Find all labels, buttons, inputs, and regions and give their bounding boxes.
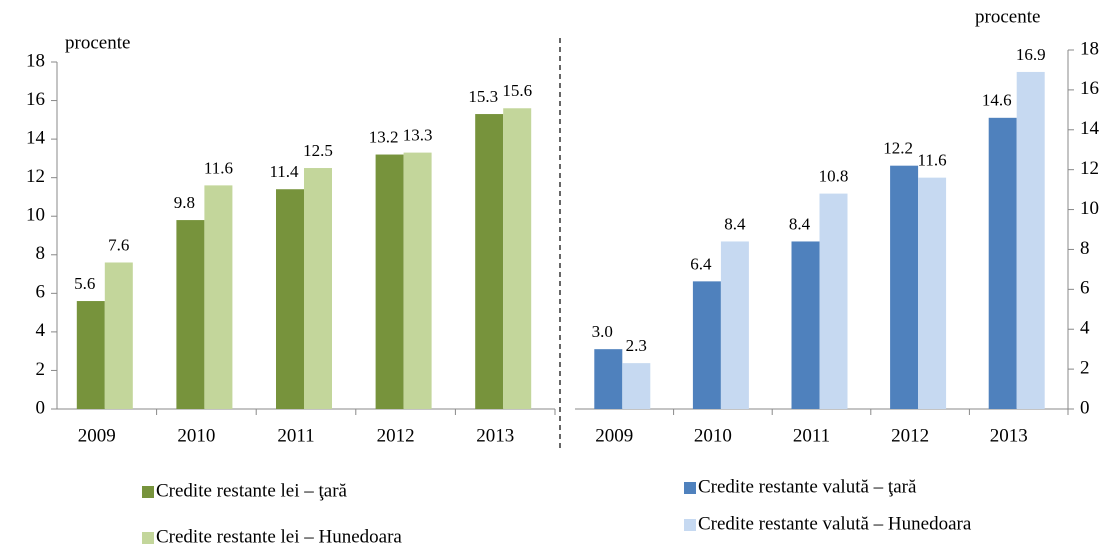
bar (890, 165, 919, 409)
y-tick-label: 10 (1080, 198, 1099, 219)
y-tick-label: 8 (1080, 238, 1090, 259)
x-tick-label: 2009 (78, 425, 116, 446)
data-label: 3.0 (592, 322, 613, 341)
bar (791, 241, 820, 409)
data-label: 9.8 (174, 193, 195, 212)
bar (720, 241, 749, 409)
legend-label: Credite restante lei – Hunedoara (156, 526, 402, 547)
y-tick-label: 4 (1080, 318, 1090, 339)
x-tick-label: 2013 (990, 425, 1028, 446)
y-tick-label: 2 (1080, 357, 1090, 378)
y-tick-label: 6 (1080, 278, 1090, 299)
x-tick-label: 2012 (891, 425, 929, 446)
data-label: 14.6 (982, 91, 1012, 110)
legend-swatch (142, 486, 154, 498)
y-tick-label: 4 (36, 320, 46, 341)
bar (819, 193, 848, 409)
y-tick-label: 0 (1080, 397, 1090, 418)
bar (988, 117, 1017, 410)
y-tick-label: 16 (26, 89, 45, 110)
y-tick-label: 14 (26, 127, 46, 148)
x-tick-label: 2011 (793, 425, 830, 446)
bar (918, 177, 947, 409)
data-label: 7.6 (108, 235, 129, 254)
bar (1016, 71, 1045, 409)
data-label: 8.4 (789, 214, 811, 233)
bar (204, 185, 233, 409)
y-tick-label: 16 (1080, 78, 1099, 99)
bar (304, 168, 332, 409)
y-tick-label: 10 (26, 205, 45, 226)
data-label: 15.6 (502, 81, 532, 100)
legend-swatch (684, 519, 696, 531)
y-axis-label: procente (65, 32, 130, 53)
legend-label: Credite restante valută – ţară (698, 476, 917, 497)
data-label: 11.4 (269, 162, 299, 181)
data-label: 12.5 (303, 141, 333, 160)
y-tick-label: 12 (1080, 158, 1099, 179)
y-axis-label: procente (975, 6, 1040, 27)
data-label: 10.8 (819, 167, 849, 186)
y-tick-label: 18 (1080, 38, 1099, 59)
y-tick-label: 12 (26, 166, 45, 187)
data-label: 13.2 (369, 127, 399, 146)
data-label: 2.3 (626, 336, 647, 355)
data-label: 8.4 (724, 214, 746, 233)
bar (503, 108, 532, 410)
y-tick-label: 0 (36, 397, 46, 418)
y-tick-label: 2 (36, 359, 46, 380)
x-tick-label: 2010 (177, 425, 215, 446)
y-tick-label: 6 (36, 282, 46, 303)
x-tick-label: 2013 (476, 425, 514, 446)
x-tick-label: 2010 (694, 425, 732, 446)
bar (475, 114, 504, 410)
bar (176, 220, 205, 409)
y-tick-label: 8 (36, 243, 46, 264)
x-tick-label: 2009 (595, 425, 633, 446)
legend-label: Credite restante lei – ţară (156, 480, 348, 501)
bar (403, 152, 432, 409)
data-label: 13.3 (403, 126, 433, 145)
legend-label: Credite restante valută – Hunedoara (698, 513, 972, 534)
data-label: 5.6 (74, 274, 95, 293)
y-tick-label: 18 (26, 50, 45, 71)
bar (622, 363, 651, 409)
data-label: 6.4 (690, 254, 712, 273)
data-label: 16.9 (1016, 45, 1046, 64)
bar (76, 301, 105, 409)
bar (276, 189, 304, 409)
bar (692, 281, 721, 409)
bar (375, 154, 404, 409)
data-label: 12.2 (883, 139, 913, 158)
bar (104, 262, 133, 409)
data-label: 15.3 (468, 87, 498, 106)
legend-swatch (684, 482, 696, 494)
data-label: 11.6 (204, 158, 233, 177)
y-tick-label: 14 (1080, 118, 1100, 139)
x-tick-label: 2011 (277, 425, 314, 446)
legend-swatch (142, 532, 154, 544)
x-tick-label: 2012 (377, 425, 415, 446)
data-label: 11.6 (918, 151, 947, 170)
bar (594, 349, 623, 409)
